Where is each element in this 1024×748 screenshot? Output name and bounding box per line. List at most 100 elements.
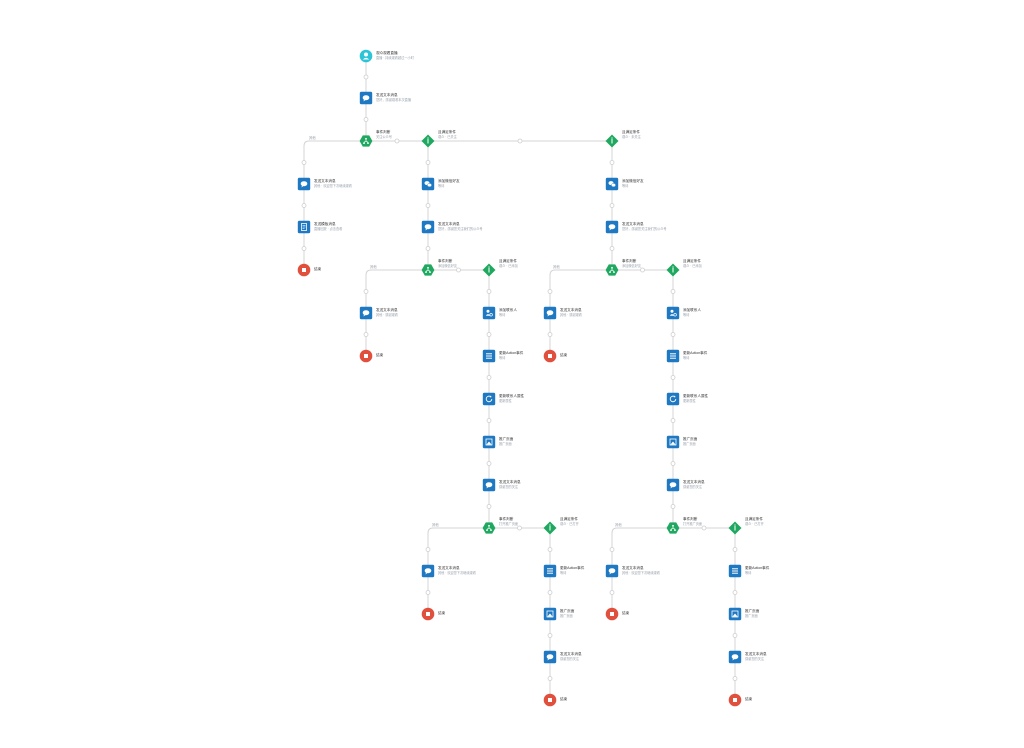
node-title: 发送文本消息 — [376, 93, 398, 97]
connector-dot[interactable] — [301, 160, 307, 165]
connector-dot[interactable] — [486, 332, 492, 337]
flow-node-end[interactable] — [605, 607, 619, 621]
connector-dot[interactable] — [670, 332, 676, 337]
flow-node-action[interactable] — [359, 91, 373, 105]
connector-dot[interactable] — [486, 375, 492, 380]
flow-node-cond[interactable] — [605, 134, 619, 148]
chat-icon — [297, 177, 311, 191]
connector-dot[interactable] — [301, 246, 307, 251]
connector-dot[interactable] — [609, 590, 615, 595]
connector-dot[interactable] — [670, 289, 676, 294]
flow-node-action[interactable] — [482, 435, 496, 449]
flow-node-action[interactable] — [666, 306, 680, 320]
connector-dot[interactable] — [486, 418, 492, 423]
connector-dot[interactable] — [670, 375, 676, 380]
connector-dot[interactable] — [609, 246, 615, 251]
flow-node-branch[interactable] — [605, 264, 619, 277]
connector-dot[interactable] — [640, 267, 645, 273]
connector-dot[interactable] — [517, 138, 523, 144]
flow-node-action[interactable] — [543, 564, 557, 578]
connector-dot[interactable] — [547, 289, 553, 294]
connector-dot[interactable] — [425, 246, 431, 251]
flow-node-end[interactable] — [421, 607, 435, 621]
flow-node-action[interactable] — [482, 392, 496, 406]
flow-node-action[interactable] — [605, 220, 619, 234]
flow-node-action[interactable] — [605, 177, 619, 191]
flow-node-action[interactable] — [482, 349, 496, 363]
node-title: 发送文本消息 — [560, 652, 582, 656]
flow-node-cond[interactable] — [666, 263, 680, 277]
connector-dot[interactable] — [547, 633, 553, 638]
flow-node-branch[interactable] — [482, 522, 496, 535]
flow-node-action[interactable] — [359, 306, 373, 320]
flow-node-action[interactable] — [297, 220, 311, 234]
connector-dot[interactable] — [670, 504, 676, 509]
connector-dot[interactable] — [547, 332, 553, 337]
flow-node-action[interactable] — [728, 607, 742, 621]
connector-dot[interactable] — [425, 160, 431, 165]
connector-dot[interactable] — [609, 547, 615, 552]
flow-node-trigger[interactable] — [359, 49, 373, 63]
flow-node-action[interactable] — [666, 435, 680, 449]
flow-node-action[interactable] — [421, 564, 435, 578]
flow-node-cond[interactable] — [728, 521, 742, 535]
connector-dot[interactable] — [486, 461, 492, 466]
flow-node-end[interactable] — [359, 349, 373, 363]
flow-node-branch[interactable] — [666, 522, 680, 535]
connector-dot[interactable] — [547, 590, 553, 595]
flow-node-branch[interactable] — [359, 135, 373, 148]
connector-dot[interactable] — [486, 504, 492, 509]
flow-node-end[interactable] — [297, 263, 311, 277]
node-title: 且满足条件 — [745, 517, 763, 521]
connector-dot[interactable] — [609, 203, 615, 208]
flow-node-action[interactable] — [482, 478, 496, 492]
connector-dot[interactable] — [732, 676, 738, 681]
connector-dot[interactable] — [517, 525, 522, 531]
flow-node-action[interactable] — [543, 607, 557, 621]
connector-dot[interactable] — [394, 138, 400, 144]
flow-node-action[interactable] — [543, 650, 557, 664]
flow-node-action[interactable] — [666, 392, 680, 406]
connector-dot[interactable] — [732, 633, 738, 638]
flow-node-branch[interactable] — [421, 264, 435, 277]
connector-dot[interactable] — [363, 117, 369, 122]
connector-dot[interactable] — [732, 547, 738, 552]
connector-dot[interactable] — [425, 590, 431, 595]
connector-dot[interactable] — [609, 160, 615, 165]
flow-node-action[interactable] — [666, 478, 680, 492]
flow-node-end[interactable] — [543, 349, 557, 363]
node-subtitle: 感谢您的关注 — [745, 656, 765, 661]
flow-node-action[interactable] — [421, 220, 435, 234]
connector-dot[interactable] — [486, 289, 492, 294]
flow-node-action[interactable] — [421, 177, 435, 191]
flow-node-cond[interactable] — [482, 263, 496, 277]
node-title: 更新联系人属性 — [683, 394, 709, 398]
connector-dot[interactable] — [425, 203, 431, 208]
connector-dot[interactable] — [425, 547, 431, 552]
wechat-icon — [605, 177, 619, 191]
connector-dot[interactable] — [670, 461, 676, 466]
flow-node-action[interactable] — [482, 306, 496, 320]
flow-node-cond[interactable] — [421, 134, 435, 148]
flow-node-action[interactable] — [728, 564, 742, 578]
flow-node-action[interactable] — [666, 349, 680, 363]
connector-dot[interactable] — [363, 289, 369, 294]
connector-dot[interactable] — [670, 418, 676, 423]
flow-node-action[interactable] — [297, 177, 311, 191]
connector-dot[interactable] — [547, 676, 553, 681]
flow-node-end[interactable] — [728, 693, 742, 707]
flow-node-action[interactable] — [543, 306, 557, 320]
flow-node-end[interactable] — [543, 693, 557, 707]
connector-dot[interactable] — [456, 267, 461, 273]
connector-dot[interactable] — [732, 590, 738, 595]
flow-node-cond[interactable] — [543, 521, 557, 535]
flow-node-action[interactable] — [728, 650, 742, 664]
connector-dot[interactable] — [363, 74, 369, 80]
connector-dot[interactable] — [547, 547, 553, 552]
connector-dot[interactable] — [301, 203, 307, 208]
connector-dot[interactable] — [701, 525, 707, 531]
chat-icon — [421, 564, 435, 578]
connector-dot[interactable] — [363, 332, 369, 337]
node-label: 且满足条件 观众 · 未关注 — [622, 130, 641, 139]
flow-node-action[interactable] — [605, 564, 619, 578]
